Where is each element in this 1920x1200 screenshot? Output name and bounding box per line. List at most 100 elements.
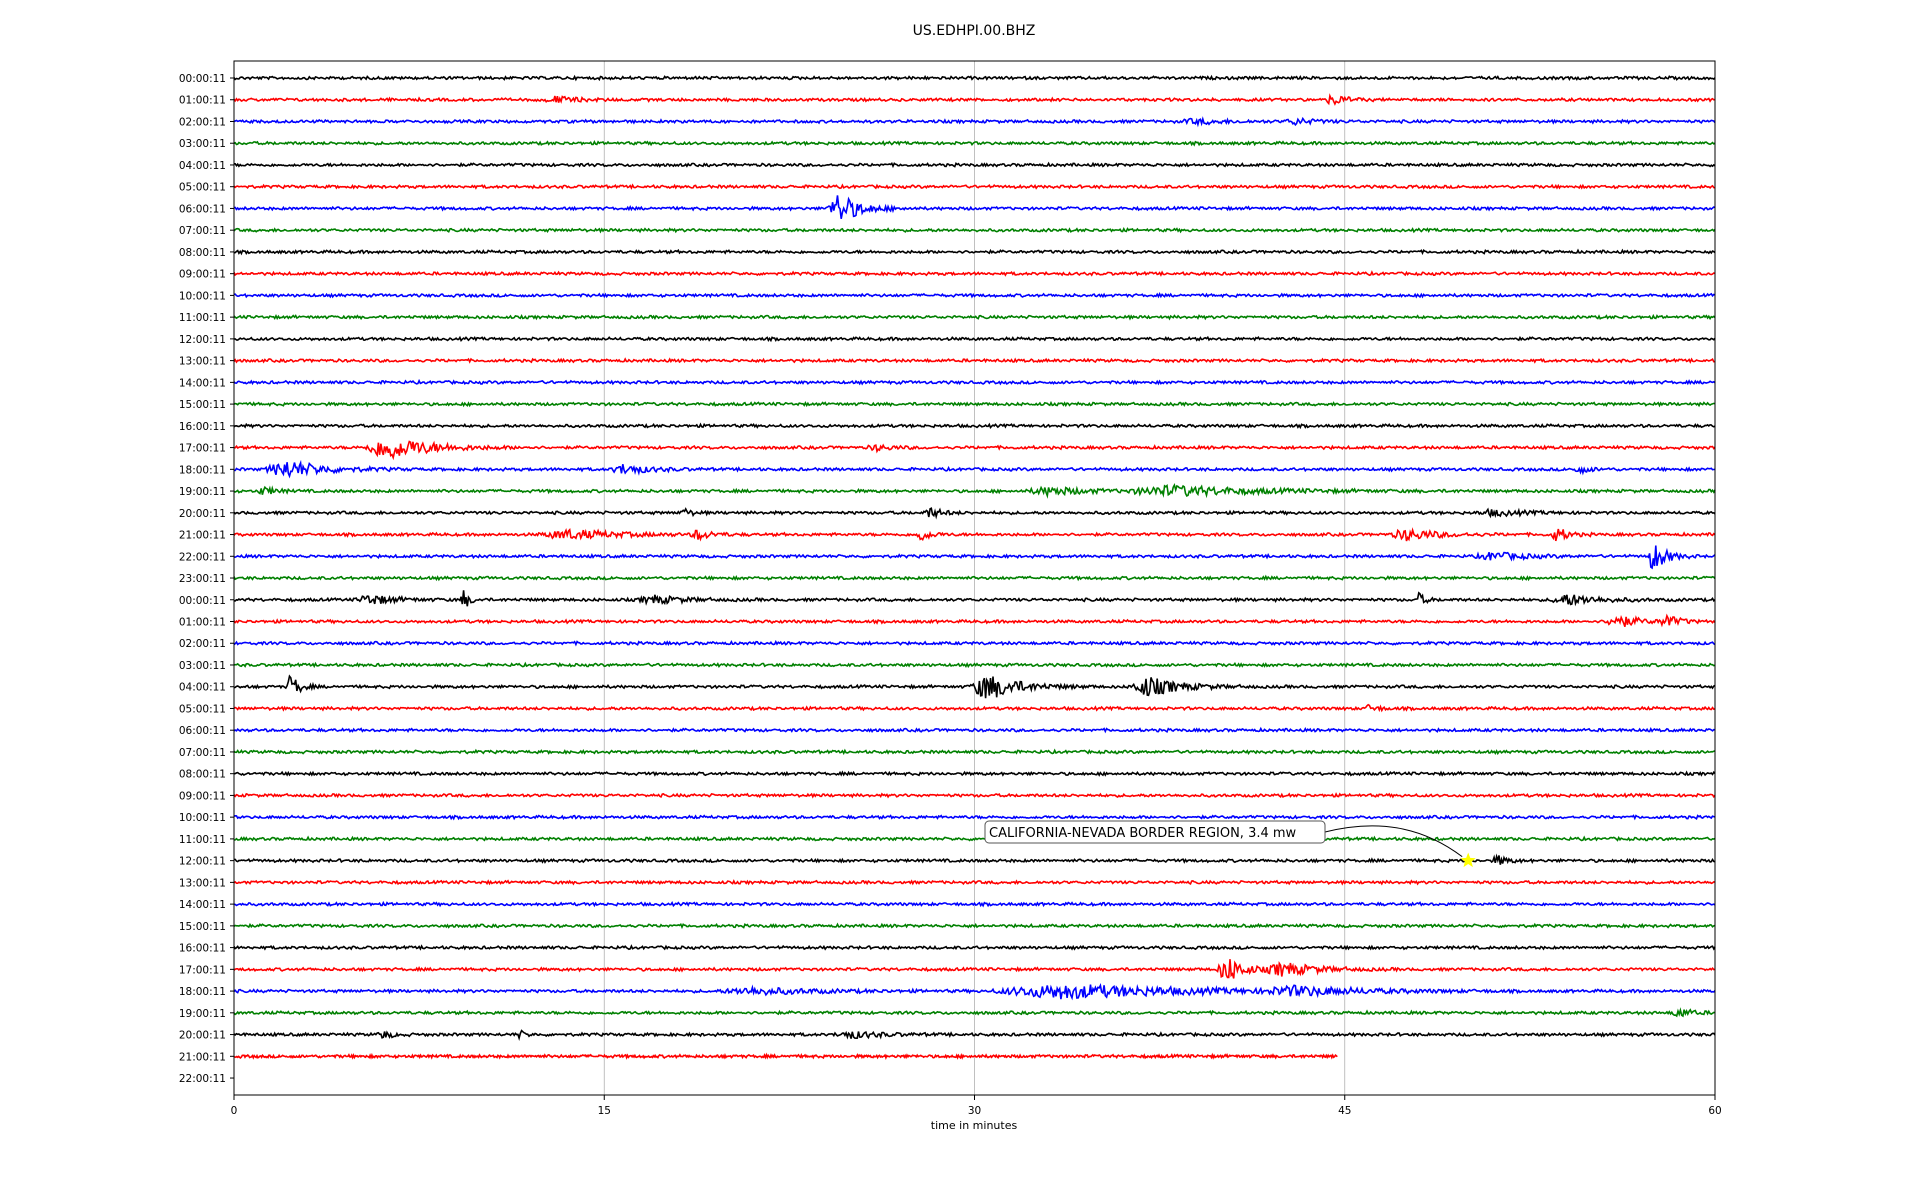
seismogram-trace	[233, 313, 1716, 321]
seismogram-trace	[233, 140, 1716, 147]
seismogram-trace	[233, 944, 1716, 951]
seismogram-trace	[233, 959, 1716, 979]
seismogram-trace	[233, 814, 1716, 821]
event-annotation: CALIFORNIA-NEVADA BORDER REGION, 3.4 mw	[984, 820, 1476, 868]
seismogram-trace	[233, 292, 1716, 299]
row-time-label: 04:00:11	[179, 682, 226, 694]
x-tick-label: 15	[598, 1105, 611, 1117]
seismogram-trace	[233, 270, 1716, 277]
seismogram-trace	[233, 482, 1716, 499]
seismogram-trace	[233, 639, 1716, 647]
row-time-label: 02:00:11	[179, 116, 226, 128]
row-time-label: 04:00:11	[179, 160, 226, 172]
seismogram-trace	[233, 545, 1716, 570]
seismogram-trace	[233, 93, 1716, 106]
seismogram-trace	[233, 922, 1716, 930]
seismogram-trace	[233, 357, 1715, 364]
x-axis-ticks: 0 15 30 45 60	[231, 1095, 1722, 1117]
row-time-label: 08:00:11	[179, 769, 226, 781]
seismogram-trace	[233, 378, 1716, 386]
annotation-arrow	[1324, 825, 1463, 858]
x-axis-label: time in minutes	[931, 1119, 1018, 1132]
row-time-label: 18:00:11	[179, 464, 226, 476]
row-time-labels: 00:00:11 01:00:11 02:00:11 03:00:11 04:00:11…	[179, 73, 234, 1085]
seismogram-trace	[233, 440, 1716, 461]
row-time-label: 06:00:11	[179, 725, 226, 737]
row-time-label: 09:00:11	[179, 790, 226, 802]
seismogram-trace	[233, 116, 1716, 128]
seismogram-trace	[233, 248, 1716, 256]
row-time-label: 15:00:11	[179, 399, 226, 411]
seismogram-trace	[233, 227, 1716, 234]
row-time-label: 16:00:11	[179, 421, 226, 433]
row-time-label: 01:00:11	[179, 617, 226, 629]
row-time-label: 10:00:11	[179, 290, 226, 302]
row-time-label: 02:00:11	[179, 638, 226, 650]
seismogram-trace	[233, 703, 1716, 713]
row-time-label: 22:00:11	[179, 1073, 226, 1085]
row-time-label: 19:00:11	[179, 486, 226, 498]
seismogram-trace	[233, 613, 1716, 628]
row-time-label: 03:00:11	[179, 660, 226, 672]
row-time-label: 07:00:11	[179, 747, 226, 759]
seismogram-trace	[233, 183, 1716, 190]
x-tick-label: 60	[1708, 1105, 1721, 1117]
seismogram-trace	[233, 900, 1716, 908]
row-time-label: 16:00:11	[179, 943, 226, 955]
row-time-label: 07:00:11	[179, 225, 226, 237]
seismogram-trace	[233, 335, 1716, 343]
seismogram-trace	[233, 879, 1716, 886]
chart-title: US.EDHPI.00.BHZ	[913, 23, 1036, 39]
seismogram-trace	[233, 527, 1716, 542]
seismogram-trace	[233, 1007, 1716, 1018]
row-time-label: 23:00:11	[179, 573, 226, 585]
row-time-label: 10:00:11	[179, 812, 226, 824]
row-time-label: 05:00:11	[179, 182, 226, 194]
seismogram-trace	[233, 422, 1716, 430]
seismogram-trace	[233, 400, 1716, 408]
x-tick-label: 0	[231, 1105, 238, 1117]
seismogram-trace	[233, 835, 1716, 843]
row-time-label: 21:00:11	[179, 530, 226, 542]
x-tick-label: 30	[968, 1105, 981, 1117]
seismogram-trace	[233, 590, 1716, 607]
seismogram-trace	[233, 661, 1716, 669]
row-time-label: 00:00:11	[179, 595, 226, 607]
row-time-label: 11:00:11	[179, 312, 226, 324]
seismogram-trace	[233, 1029, 1716, 1041]
seismogram-trace	[233, 726, 1716, 734]
row-time-label: 06:00:11	[179, 203, 226, 215]
row-time-label: 18:00:11	[179, 986, 226, 998]
row-time-label: 20:00:11	[179, 1030, 226, 1042]
row-time-label: 17:00:11	[179, 443, 226, 455]
plot-frame	[233, 60, 1716, 1096]
row-time-label: 19:00:11	[179, 1008, 226, 1020]
seismogram-trace	[233, 459, 1716, 479]
seismogram-trace	[233, 770, 1716, 777]
seismogram-trace	[233, 792, 1716, 799]
row-time-label: 14:00:11	[179, 899, 226, 911]
row-time-label: 13:00:11	[179, 356, 226, 368]
seismogram-traces	[233, 74, 1716, 1061]
row-time-label: 08:00:11	[179, 247, 226, 259]
row-time-label: 13:00:11	[179, 877, 226, 889]
row-time-label: 11:00:11	[179, 834, 226, 846]
seismogram-trace	[233, 748, 1716, 756]
seismogram-trace	[233, 574, 1716, 582]
seismogram-trace	[233, 195, 1716, 219]
row-time-label: 09:00:11	[179, 269, 226, 281]
seismogram-trace	[233, 74, 1716, 82]
x-tick-label: 45	[1338, 1105, 1351, 1117]
seismogram-trace	[233, 674, 1716, 699]
row-time-label: 12:00:11	[179, 856, 226, 868]
row-time-label: 17:00:11	[179, 964, 226, 976]
row-time-label: 14:00:11	[179, 377, 226, 389]
annotation-text: CALIFORNIA-NEVADA BORDER REGION, 3.4 mw	[989, 826, 1297, 841]
row-time-label: 15:00:11	[179, 921, 226, 933]
row-time-label: 21:00:11	[179, 1051, 226, 1063]
row-time-label: 01:00:11	[179, 95, 226, 107]
row-time-label: 00:00:11	[179, 73, 226, 85]
row-time-label: 20:00:11	[179, 508, 226, 520]
row-time-label: 22:00:11	[179, 551, 226, 563]
